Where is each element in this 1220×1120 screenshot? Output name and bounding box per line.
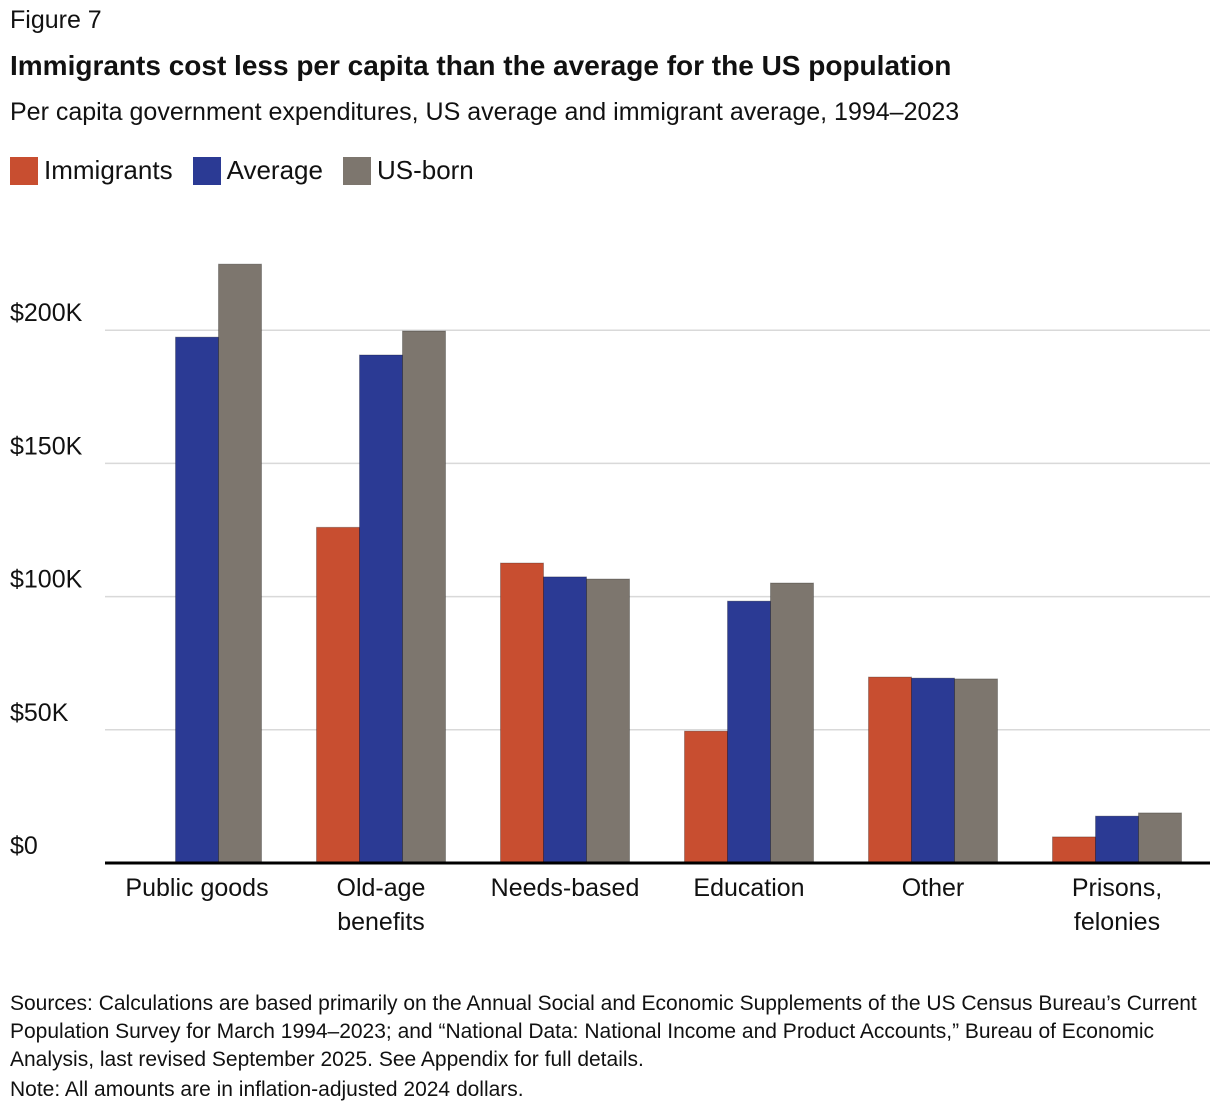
x-tick-label: felonies [1074, 908, 1160, 936]
legend-swatch [342, 156, 371, 185]
sources-text: Sources: Calculations are based primaril… [10, 992, 1197, 1071]
bar-us-born [218, 263, 262, 864]
bar-immigrants [868, 676, 912, 864]
legend-item-us-born: US-born [342, 155, 474, 186]
bar-immigrants [316, 526, 360, 864]
legend-swatch [10, 156, 38, 185]
chart-title: Immigrants cost less per capita than the… [10, 50, 952, 81]
bar-chart: $0 $50K $100K $150K $200K Public goods Old-age… [10, 263, 1210, 936]
bar-us-born [586, 578, 630, 864]
y-tick-label: $0 [10, 832, 38, 860]
figure-label: Figure 7 [10, 6, 102, 34]
bar-average [727, 600, 771, 864]
bar-average [911, 677, 955, 864]
x-tick-label: Prisons, [1072, 874, 1162, 902]
bar-immigrants [500, 562, 544, 864]
legend-label: US-born [376, 155, 474, 185]
chart-subtitle: Per capita government expenditures, US a… [10, 98, 960, 126]
x-tick-label: Old-age [337, 874, 426, 902]
y-tick-label: $150K [10, 432, 83, 460]
x-tick-label: Needs-based [491, 874, 640, 902]
bar-immigrants [684, 730, 728, 864]
bar-us-born [954, 678, 998, 864]
legend: Immigrants Average US-born [10, 155, 474, 186]
y-tick-label: $200K [10, 299, 83, 327]
bar-average [1095, 815, 1139, 864]
legend-label: Immigrants [44, 155, 173, 185]
bar-us-born [770, 582, 814, 864]
y-tick-label: $100K [10, 566, 83, 594]
x-tick-label: Education [693, 874, 804, 902]
bar-us-born [402, 330, 446, 864]
legend-item-average: Average [192, 155, 323, 186]
legend-label: Average [226, 155, 323, 185]
note-text: Note: All amounts are in inflation-adjus… [10, 1078, 524, 1101]
bar-average [175, 336, 219, 864]
bar-us-born [1138, 812, 1182, 864]
x-tick-label: benefits [337, 908, 425, 936]
bar-immigrants [1052, 836, 1096, 864]
y-tick-label: $50K [10, 699, 69, 727]
bar-average [359, 354, 403, 864]
x-tick-label: Public goods [125, 874, 268, 902]
legend-item-immigrants: Immigrants [10, 155, 173, 186]
bar-average [543, 576, 587, 864]
x-tick-label: Other [902, 874, 965, 902]
legend-swatch [192, 156, 221, 185]
